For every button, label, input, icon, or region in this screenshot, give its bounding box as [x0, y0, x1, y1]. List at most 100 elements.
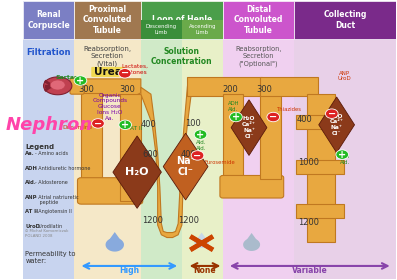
Circle shape — [74, 76, 87, 85]
Text: −: − — [193, 150, 202, 160]
Bar — [182, 20, 223, 39]
Text: Lactates,
Ketones: Lactates, Ketones — [122, 64, 149, 74]
Text: +: + — [121, 120, 129, 130]
Polygon shape — [106, 232, 123, 244]
Bar — [294, 1, 396, 39]
Polygon shape — [81, 79, 141, 95]
Text: Permeability to
water:: Permeability to water: — [25, 251, 76, 264]
Text: Ald.
Ald.: Ald. Ald. — [197, 140, 207, 151]
Text: 400: 400 — [141, 120, 156, 129]
Text: AT II: AT II — [25, 209, 39, 214]
Text: - Urodilatin: - Urodilatin — [35, 224, 62, 229]
Text: Renal
Corpuscle: Renal Corpuscle — [27, 10, 70, 30]
Polygon shape — [163, 133, 208, 200]
Bar — [296, 115, 344, 129]
Text: Loop of Henle: Loop of Henle — [152, 15, 212, 24]
Text: Solution
Concentration: Solution Concentration — [151, 47, 213, 66]
Text: - Antidiuretic hormone: - Antidiuretic hormone — [35, 166, 90, 171]
Text: −: − — [269, 112, 278, 122]
Text: Furosemide: Furosemide — [204, 160, 235, 165]
Bar — [223, 1, 294, 279]
Text: Nephron: Nephron — [5, 116, 93, 134]
Text: Aa.: Aa. — [25, 151, 35, 156]
Text: 300: 300 — [119, 85, 135, 94]
Bar — [81, 93, 102, 182]
Circle shape — [119, 120, 131, 130]
Text: 400: 400 — [297, 115, 313, 124]
Bar — [294, 1, 396, 279]
Text: H₂O: H₂O — [125, 167, 149, 177]
Text: Organic
Compounds
Glucose
Ions H₂O
Aa.: Organic Compounds Glucose Ions H₂O Aa. — [93, 93, 127, 121]
Circle shape — [326, 109, 338, 118]
Text: 300: 300 — [78, 85, 94, 94]
Text: Collecting
Duct: Collecting Duct — [323, 10, 367, 30]
Text: AT II: AT II — [130, 127, 142, 132]
Text: 1000: 1000 — [298, 158, 319, 167]
Bar — [223, 94, 243, 179]
Text: 1200: 1200 — [179, 216, 199, 225]
Text: −: − — [94, 118, 102, 129]
Text: +: + — [232, 112, 240, 122]
FancyBboxPatch shape — [77, 178, 143, 204]
Polygon shape — [195, 237, 209, 248]
Circle shape — [118, 69, 131, 78]
Text: −: − — [121, 68, 129, 78]
Circle shape — [267, 112, 279, 122]
Polygon shape — [44, 77, 72, 95]
Circle shape — [92, 119, 104, 128]
Bar — [296, 204, 344, 218]
Polygon shape — [113, 136, 161, 208]
Bar — [141, 1, 223, 39]
Text: H₂O
Ca²⁺
Na⁺
Cl⁻: H₂O Ca²⁺ Na⁺ Cl⁻ — [242, 116, 256, 139]
Text: Filtration: Filtration — [27, 48, 71, 57]
Text: H₂O
Ca²⁺
Na⁺
Cl⁻: H₂O Ca²⁺ Na⁺ Cl⁻ — [330, 114, 344, 136]
Text: Distal
Convoluted
Tubule: Distal Convoluted Tubule — [234, 5, 283, 35]
Bar — [187, 78, 262, 95]
Circle shape — [194, 130, 207, 139]
Text: Thiazides: Thiazides — [277, 107, 302, 112]
Bar — [307, 94, 335, 242]
Text: Urea: Urea — [94, 67, 122, 77]
Text: −: − — [328, 109, 336, 119]
Circle shape — [229, 112, 242, 122]
Text: +: + — [76, 76, 85, 86]
Text: ADH: ADH — [25, 166, 38, 171]
FancyBboxPatch shape — [70, 78, 84, 94]
Polygon shape — [231, 100, 267, 155]
Circle shape — [336, 150, 349, 159]
Text: 200: 200 — [222, 85, 238, 94]
Polygon shape — [195, 232, 208, 242]
Bar — [120, 94, 141, 201]
Text: - Amino acids: - Amino acids — [35, 151, 68, 156]
Text: Reabsorption,
Secretion
(Vital): Reabsorption, Secretion (Vital) — [83, 46, 131, 67]
Text: Variable: Variable — [292, 267, 328, 276]
Circle shape — [191, 151, 204, 160]
Text: 300: 300 — [256, 85, 272, 94]
Text: Proximal
Convoluted
Tubule: Proximal Convoluted Tubule — [83, 5, 132, 35]
Bar — [296, 160, 344, 174]
Text: - Aldosterone: - Aldosterone — [35, 180, 67, 185]
Text: 600: 600 — [142, 150, 158, 158]
Text: Sartans: Sartans — [56, 75, 83, 80]
Text: UroD: UroD — [25, 224, 40, 229]
Text: ⊙ Michał Komorniczak
POLAND 2008: ⊙ Michał Komorniczak POLAND 2008 — [25, 229, 69, 238]
Text: - Angiotensin II: - Angiotensin II — [35, 209, 71, 214]
Text: Legend: Legend — [25, 144, 54, 150]
Polygon shape — [106, 238, 124, 252]
Text: ADH
Ald.: ADH Ald. — [339, 154, 351, 165]
Text: Reabsorption,
Secretion
("Optional"): Reabsorption, Secretion ("Optional") — [235, 46, 281, 67]
Polygon shape — [319, 97, 355, 153]
Bar — [74, 1, 141, 39]
Bar — [74, 1, 141, 279]
Bar — [23, 1, 74, 39]
Bar — [223, 1, 294, 39]
Bar — [23, 1, 74, 279]
Text: +: + — [338, 150, 346, 160]
Text: ADH
Ald.: ADH Ald. — [227, 101, 239, 112]
Text: +: + — [197, 130, 204, 139]
Text: 1200: 1200 — [298, 218, 319, 227]
Bar — [141, 1, 182, 279]
Polygon shape — [50, 80, 65, 90]
Text: ANP: ANP — [25, 195, 38, 200]
Text: None: None — [194, 267, 216, 276]
